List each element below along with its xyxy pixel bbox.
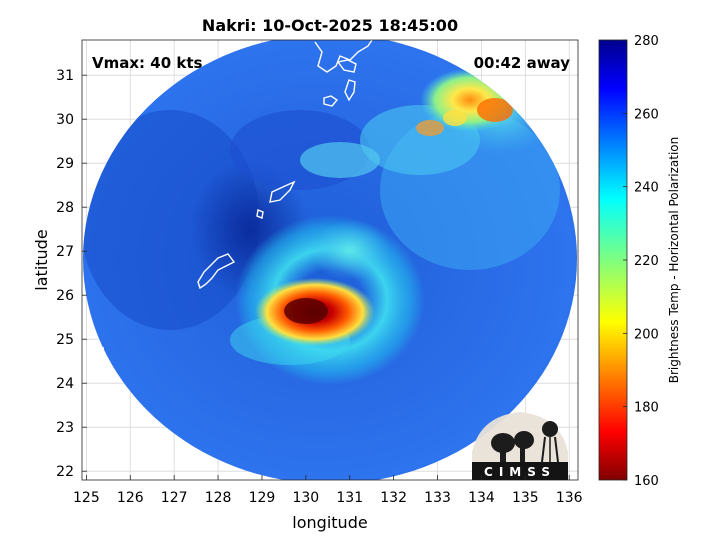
colorbar-ticks: 160 180 200 220 240 260 280 <box>623 34 659 489</box>
y-tick-label: 24 <box>56 376 74 392</box>
x-tick-label: 135 <box>512 490 539 506</box>
coastlines <box>95 40 373 349</box>
x-tick-label: 129 <box>249 490 276 506</box>
colorbar-tick-label: 160 <box>634 474 659 489</box>
x-tick-label: 132 <box>380 490 407 506</box>
chart-title: Nakri: 10-Oct-2025 18:45:00 <box>202 16 458 35</box>
y-axis-label: latitude <box>32 229 51 290</box>
vmax-label: Vmax: 40 kts <box>92 54 202 72</box>
y-tick-label: 28 <box>56 200 74 216</box>
colorbar-tick-label: 240 <box>634 181 659 196</box>
x-tick-label: 127 <box>161 490 188 506</box>
x-tick-label: 130 <box>292 490 319 506</box>
y-tick-label: 29 <box>56 156 74 172</box>
colorbar-tick-label: 180 <box>634 401 659 416</box>
y-tick-label: 25 <box>56 332 74 348</box>
x-tick-label: 126 <box>117 490 144 506</box>
x-tick-label: 125 <box>73 490 100 506</box>
y-tick-label: 22 <box>56 464 74 480</box>
colorbar-gradient <box>598 39 628 481</box>
colorbar-tick-label: 280 <box>634 34 659 49</box>
x-tick-label: 128 <box>205 490 232 506</box>
colorbar-label: Brightness Temp - Horizontal Polarizatio… <box>667 137 681 384</box>
x-tick-label: 136 <box>556 490 583 506</box>
x-tick-label: 131 <box>336 490 363 506</box>
time-away-label: 00:42 away <box>474 54 571 72</box>
y-tick-label: 30 <box>56 112 74 128</box>
x-axis: 125 126 127 128 129 130 131 132 133 134 135 136 <box>73 475 583 506</box>
y-tick-label: 26 <box>56 288 74 304</box>
x-tick-label: 133 <box>424 490 451 506</box>
plot-area <box>82 40 578 480</box>
y-axis: 22 23 24 25 26 27 28 29 30 31 <box>56 68 87 480</box>
x-axis-label: longitude <box>292 513 367 532</box>
cimss-logo-text: CIMSS <box>484 465 556 479</box>
plot-frame <box>81 39 579 481</box>
y-tick-label: 23 <box>56 420 74 436</box>
colorbar: 160 180 200 220 240 260 280 Brightness Temp - … <box>598 34 681 489</box>
colorbar-tick-label: 200 <box>634 327 659 342</box>
x-tick-label: 134 <box>468 490 495 506</box>
colorbar-tick-label: 260 <box>634 107 659 122</box>
y-tick-label: 31 <box>56 68 74 84</box>
colorbar-tick-label: 220 <box>634 254 659 269</box>
y-tick-label: 27 <box>56 244 74 260</box>
cimss-logo: CIMSS <box>472 412 568 480</box>
